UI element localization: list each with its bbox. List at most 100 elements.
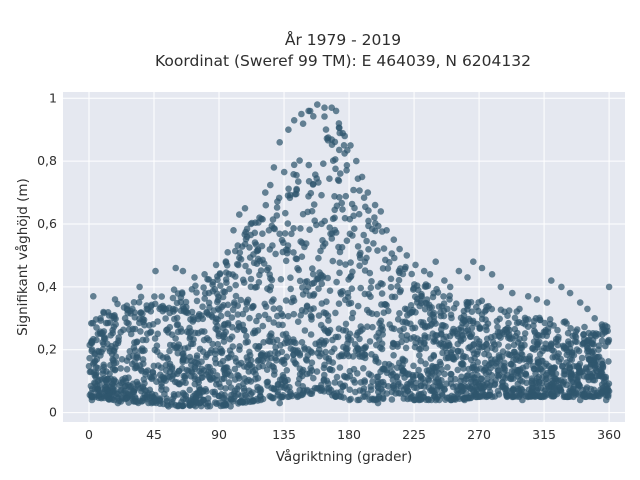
data-point: [100, 361, 107, 369]
data-point: [162, 386, 170, 393]
data-point: [374, 378, 382, 385]
data-point: [570, 351, 578, 359]
data-point: [365, 370, 373, 378]
data-point: [325, 388, 333, 396]
data-point: [91, 357, 99, 365]
data-point: [588, 373, 596, 381]
data-point: [284, 246, 291, 254]
data-point: [90, 293, 97, 300]
data-point: [252, 241, 260, 248]
data-point: [255, 343, 263, 350]
data-point: [294, 380, 302, 387]
data-point: [367, 284, 375, 292]
data-point: [308, 349, 316, 356]
data-point: [174, 321, 182, 328]
data-point: [426, 271, 434, 278]
data-point: [314, 275, 322, 283]
data-point: [318, 220, 325, 228]
data-point: [231, 365, 239, 373]
data-point: [170, 286, 178, 294]
data-point: [551, 385, 558, 392]
data-point: [341, 132, 349, 140]
data-point: [581, 323, 588, 331]
data-point: [193, 297, 201, 305]
data-point: [444, 364, 451, 371]
data-point: [170, 342, 177, 349]
data-point: [505, 307, 513, 314]
data-point: [88, 385, 96, 393]
data-point: [541, 393, 548, 400]
data-point: [331, 193, 338, 200]
data-point: [375, 222, 382, 230]
data-point: [339, 327, 347, 334]
data-point: [245, 268, 253, 275]
data-point: [463, 298, 471, 306]
data-point: [107, 361, 114, 369]
data-point: [285, 312, 292, 320]
data-point: [296, 365, 304, 373]
data-point: [200, 284, 207, 291]
data-point: [187, 328, 195, 335]
data-point: [209, 388, 216, 396]
data-point: [367, 383, 375, 390]
data-point: [322, 126, 330, 133]
y-axis-ticks: 0 0,2 0,4 0,6 0,8 1: [37, 90, 57, 419]
data-point: [551, 353, 559, 361]
data-point: [338, 199, 346, 207]
data-point: [215, 332, 223, 340]
data-point: [326, 366, 334, 374]
data-point: [485, 352, 493, 359]
data-point: [308, 207, 316, 215]
data-point: [595, 331, 602, 338]
data-point: [308, 280, 316, 288]
data-point: [106, 319, 114, 326]
data-point: [530, 317, 538, 325]
data-point: [354, 243, 362, 250]
data-point: [441, 370, 448, 378]
data-point: [255, 356, 262, 364]
data-point: [99, 370, 107, 377]
data-point: [284, 220, 292, 227]
data-point: [342, 261, 349, 268]
data-point: [605, 283, 613, 291]
data-point: [320, 160, 327, 167]
data-point: [225, 379, 233, 386]
data-point: [351, 341, 359, 348]
data-point: [255, 312, 263, 320]
data-point: [318, 300, 326, 307]
data-point: [352, 388, 359, 396]
data-point: [220, 394, 228, 402]
data-point: [290, 225, 297, 232]
data-point: [310, 113, 317, 120]
x-tick-label: 45: [146, 427, 162, 442]
data-point: [505, 343, 512, 350]
data-point: [335, 120, 343, 127]
data-point: [410, 284, 418, 292]
data-point: [268, 298, 276, 305]
data-point: [294, 318, 302, 326]
data-point: [371, 227, 379, 235]
data-point: [220, 321, 228, 329]
data-point: [313, 368, 321, 375]
data-point: [310, 374, 317, 382]
data-point: [199, 303, 206, 311]
data-point: [432, 258, 440, 266]
data-point: [267, 181, 274, 189]
data-point: [473, 303, 480, 311]
data-point: [457, 348, 465, 355]
data-point: [292, 255, 300, 262]
data-point: [496, 371, 503, 379]
data-point: [296, 157, 303, 164]
data-point: [447, 396, 454, 404]
data-point: [377, 208, 385, 215]
data-point: [578, 354, 586, 362]
data-point: [536, 393, 544, 401]
x-tick-label: 360: [597, 427, 621, 442]
data-point: [441, 386, 448, 394]
data-point: [195, 329, 202, 337]
data-point: [88, 396, 96, 404]
data-point: [220, 288, 227, 295]
data-point: [365, 207, 372, 214]
data-point: [205, 289, 213, 297]
data-point: [365, 222, 372, 230]
